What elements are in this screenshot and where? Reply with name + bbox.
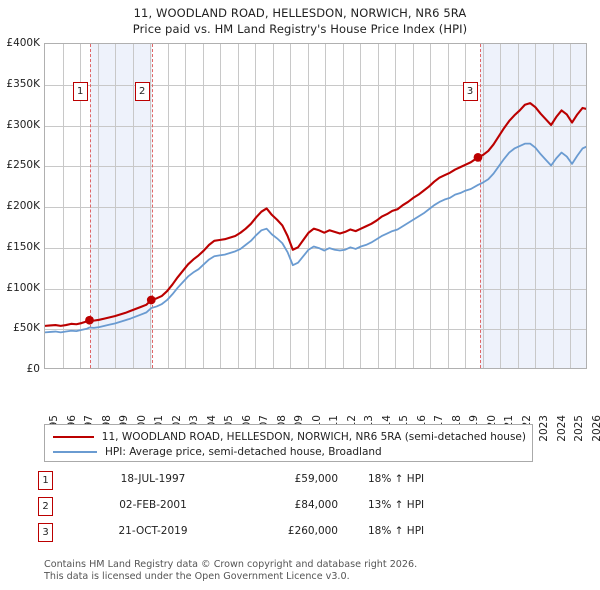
series-line-price-paid [45, 103, 586, 326]
x-axis-tick-label: 2024 [555, 415, 568, 442]
gridline-vertical [570, 44, 572, 368]
event-marker-box-2[interactable]: 2 [134, 82, 150, 101]
transaction-hpi-delta: 18% ↑ HPI [368, 473, 425, 485]
gridline-vertical [202, 44, 204, 368]
event-marker-box-3[interactable]: 3 [462, 82, 478, 101]
x-axis-labels: 1995199619971998199920002001200220032004… [44, 371, 600, 442]
gridline-horizontal [45, 288, 586, 290]
gridline-vertical [185, 44, 187, 368]
transaction-index-badge: 1 [38, 471, 53, 490]
gridline-vertical [552, 44, 554, 368]
table-row[interactable]: 3 21-OCT-2019 £260,000 18% ↑ HPI [38, 522, 508, 548]
sale-point-1[interactable] [85, 315, 94, 325]
gridline-vertical [465, 44, 467, 368]
transaction-date: 21-OCT-2019 [118, 525, 188, 537]
title-subtitle: Price paid vs. HM Land Registry's House … [132, 22, 468, 36]
transaction-date: 02-FEB-2001 [119, 499, 187, 511]
y-axis-tick-label: £350K [6, 77, 40, 90]
y-axis-tick-label: £50K [13, 322, 40, 335]
gridline-vertical [62, 44, 64, 368]
shaded-region-2 [479, 44, 586, 368]
x-axis-tick-label: 2023 [538, 415, 551, 442]
chart-legend: 11, WOODLAND ROAD, HELLESDON, NORWICH, N… [44, 424, 533, 462]
y-axis-tick-label: £250K [6, 159, 40, 172]
legend-item-hpi: HPI: Average price, semi-detached house,… [51, 444, 526, 459]
gridline-vertical [307, 44, 309, 368]
price-series-svg [45, 44, 586, 368]
footer-line-licence: This data is licensed under the Open Gov… [44, 570, 350, 582]
transaction-index-badge: 3 [38, 523, 53, 542]
gridline-vertical [395, 44, 397, 368]
transaction-index-badge: 2 [38, 497, 53, 516]
gridline-vertical [237, 44, 239, 368]
gridline-vertical [255, 44, 257, 368]
gridline-horizontal [45, 247, 586, 249]
gridline-vertical [132, 44, 134, 368]
gridline-vertical [535, 44, 537, 368]
gridline-vertical [360, 44, 362, 368]
table-row[interactable]: 2 02-FEB-2001 £84,000 13% ↑ HPI [38, 496, 508, 522]
event-marker-box-1[interactable]: 1 [72, 82, 88, 101]
gridline-vertical [517, 44, 519, 368]
transaction-hpi-delta: 13% ↑ HPI [368, 499, 425, 511]
gridline-vertical [150, 44, 152, 368]
legend-swatch-hpi [53, 450, 97, 453]
gridline-vertical [377, 44, 379, 368]
legend-label-hpi: HPI: Average price, semi-detached house,… [105, 445, 382, 458]
chart-inner: 1 2 3 [45, 44, 586, 368]
transaction-date: 18-JUL-1997 [120, 473, 186, 485]
title-address: 11, WOODLAND ROAD, HELLESDON, NORWICH, N… [133, 6, 467, 20]
table-row[interactable]: 1 18-JUL-1997 £59,000 18% ↑ HPI [38, 470, 508, 496]
y-axis-tick-label: £100K [6, 281, 40, 294]
gridline-vertical [325, 44, 327, 368]
series-line-hpi [45, 144, 586, 333]
x-axis-tick-label: 2026 [591, 415, 600, 442]
page-title: 11, WOODLAND ROAD, HELLESDON, NORWICH, N… [0, 5, 600, 37]
gridline-horizontal [45, 207, 586, 208]
gridline-vertical [272, 44, 274, 368]
footer-attribution: Contains HM Land Registry data © Crown c… [44, 559, 564, 582]
footer-line-copyright: Contains HM Land Registry data © Crown c… [44, 559, 418, 570]
gridline-vertical [482, 44, 484, 368]
event-marker-line-2 [151, 44, 153, 368]
y-axis-tick-label: £300K [6, 118, 40, 131]
y-axis-tick-label: £150K [6, 240, 40, 253]
sale-point-2[interactable] [146, 295, 156, 305]
gridline-vertical [342, 44, 344, 368]
gridline-vertical [412, 44, 414, 368]
transaction-price: £260,000 [287, 525, 338, 537]
gridline-vertical [430, 44, 432, 368]
legend-swatch-price-paid [53, 435, 94, 438]
legend-label-price-paid: 11, WOODLAND ROAD, HELLESDON, NORWICH, N… [101, 430, 526, 443]
gridline-vertical [167, 44, 169, 368]
gridline-vertical [80, 44, 82, 368]
transaction-hpi-delta: 18% ↑ HPI [368, 525, 425, 537]
transaction-price: £59,000 [294, 473, 338, 485]
x-axis-tick-label: 2025 [573, 415, 586, 442]
gridline-vertical [447, 44, 449, 368]
y-axis-tick-label: £0 [26, 363, 40, 375]
gridline-horizontal [45, 166, 586, 168]
gridline-vertical [290, 44, 292, 368]
gridline-horizontal [45, 84, 586, 86]
y-axis-tick-label: £400K [6, 37, 40, 49]
transactions-table: 1 18-JUL-1997 £59,000 18% ↑ HPI 2 02-FEB-2001… [38, 470, 508, 548]
gridline-vertical [97, 44, 99, 368]
gridline-vertical [115, 44, 117, 368]
gridline-vertical [500, 44, 502, 368]
chart-plot-area: 1 2 3 [44, 43, 587, 369]
y-axis-tick-label: £200K [6, 200, 40, 212]
gridline-horizontal [45, 125, 586, 127]
gridline-horizontal [45, 329, 586, 331]
sale-point-3[interactable] [473, 153, 483, 162]
event-marker-line-1 [89, 44, 91, 368]
gridline-vertical [220, 44, 222, 368]
legend-item-price-paid: 11, WOODLAND ROAD, HELLESDON, NORWICH, N… [51, 429, 526, 444]
y-axis-labels: £0 £50K £100K £150K £200K £250K £300K £350K £400… [0, 37, 42, 375]
event-marker-line-3 [479, 44, 481, 368]
transaction-price: £84,000 [294, 499, 338, 511]
